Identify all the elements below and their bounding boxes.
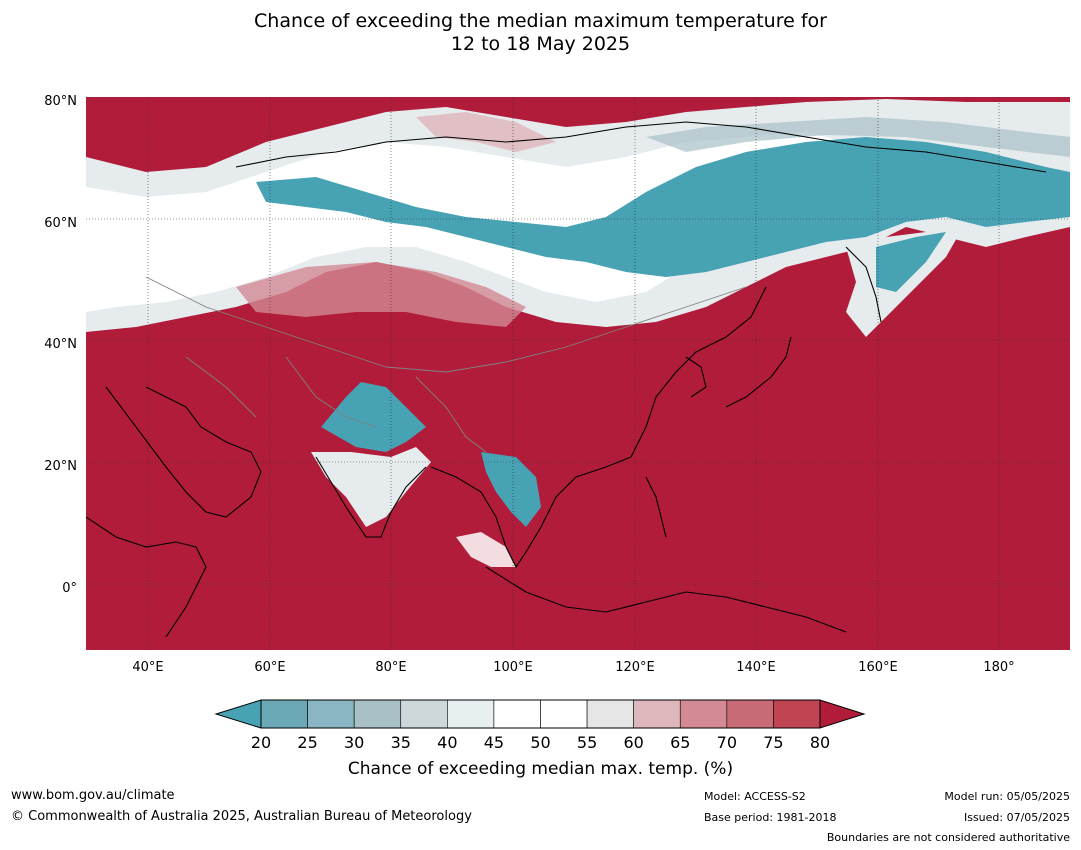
colorbar-tick-20: 20: [250, 733, 272, 752]
coastlines: [86, 121, 1047, 638]
coast-china: [630, 286, 767, 458]
colorbar-tick-30: 30: [343, 733, 365, 752]
colorbar-extend-high: [819, 699, 866, 729]
lat-label-20n: 20°N: [44, 459, 77, 474]
coast-southeast-asia: [430, 456, 632, 569]
colorbar-tick-80: 80: [809, 733, 831, 752]
coast-indonesia: [485, 566, 847, 633]
siberia-cool-region: [256, 137, 1070, 277]
indochina-cool-region: [481, 452, 541, 527]
colorbar-title: Chance of exceeding median max. temp. (%…: [347, 759, 734, 779]
lat-label-equator: 0°: [62, 581, 77, 596]
colorbar-segment-50-55: [540, 699, 588, 729]
colorbar-segment-75-80: [773, 699, 821, 729]
colorbar: [214, 699, 866, 729]
indochina-fringe-region: [456, 532, 516, 567]
colorbar-segment-45-50: [493, 699, 541, 729]
colorbar-segment-25-30: [307, 699, 355, 729]
colorbar-segment-60-65: [633, 699, 681, 729]
colorbar-tick-45: 45: [483, 733, 505, 752]
colorbar-tick-70: 70: [716, 733, 737, 752]
colorbar-frame: [260, 699, 821, 729]
lon-label-60e: 60°E: [254, 660, 286, 675]
india-fringe-region: [311, 447, 431, 527]
lon-label-80e: 80°E: [375, 660, 407, 675]
footer-disclaimer: Boundaries are not considered authoritat…: [826, 831, 1070, 844]
colorbar-segment-40-45: [447, 699, 495, 729]
okhotsk-blue-region: [876, 232, 946, 292]
colorbar-segment-20-25: [260, 699, 308, 729]
colorbar-segment-30-35: [353, 699, 402, 729]
colorbar-tick-40: 40: [437, 733, 458, 752]
coast-korea: [685, 356, 707, 398]
colorbar-segment-35-40: [400, 699, 448, 729]
colorbar-segment-55-60: [586, 699, 634, 729]
tibet-cool-region: [321, 382, 426, 452]
arctic-pink-region: [416, 112, 556, 152]
map-title-line2: 12 to 18 May 2025: [450, 33, 631, 55]
lon-label-120e: 120°E: [615, 660, 655, 675]
coast-siberia: [235, 121, 1047, 173]
colorbar-tick-60: 60: [623, 733, 644, 752]
lat-label-80n: 80°N: [44, 94, 77, 109]
country-borders: [145, 276, 747, 453]
colorbar-tick-25: 25: [297, 733, 318, 752]
map-title-line1: Chance of exceeding the median maximum t…: [254, 10, 827, 32]
lon-label-180: 180°: [983, 660, 1015, 675]
coast-kamchatka: [845, 246, 882, 323]
coast-india: [315, 456, 427, 538]
lon-label-40e: 40°E: [132, 660, 164, 675]
coast-africa-horn: [86, 516, 207, 638]
footer-model-run: Model run: 05/05/2025: [944, 790, 1070, 803]
central-asia-pink-region: [236, 262, 526, 327]
probability-map: [86, 97, 1070, 650]
lon-label-140e: 140°E: [736, 660, 776, 675]
footer-copyright: © Commonwealth of Australia 2025, Austra…: [11, 809, 472, 824]
lon-label-160e: 160°E: [858, 660, 898, 675]
coast-arabia: [105, 386, 262, 518]
lat-label-40n: 40°N: [44, 337, 77, 352]
map-grid: [86, 97, 1070, 650]
colorbar-extend-low: [214, 699, 262, 729]
colorbar-tick-55: 55: [576, 733, 598, 752]
colorbar-tick-50: 50: [530, 733, 551, 752]
coast-japan: [725, 336, 792, 408]
footer-issued: Issued: 07/05/2025: [963, 811, 1070, 824]
colorbar-segments: [214, 699, 866, 729]
colorbar-segment-70-75: [726, 699, 774, 729]
coast-philippines: [645, 476, 667, 538]
footer-model: Model: ACCESS-S2: [704, 790, 806, 803]
colorbar-tick-65: 65: [670, 733, 691, 752]
footer-base-period: Base period: 1981-2018: [704, 811, 837, 824]
siberia-light-blue-fringe: [646, 117, 1070, 157]
colorbar-tick-35: 35: [390, 733, 411, 752]
colorbar-tick-75: 75: [763, 733, 784, 752]
footer-url: www.bom.gov.au/climate: [11, 788, 175, 803]
lat-label-60n: 60°N: [44, 216, 77, 231]
lon-label-100e: 100°E: [493, 660, 533, 675]
colorbar-segment-65-70: [679, 699, 728, 729]
